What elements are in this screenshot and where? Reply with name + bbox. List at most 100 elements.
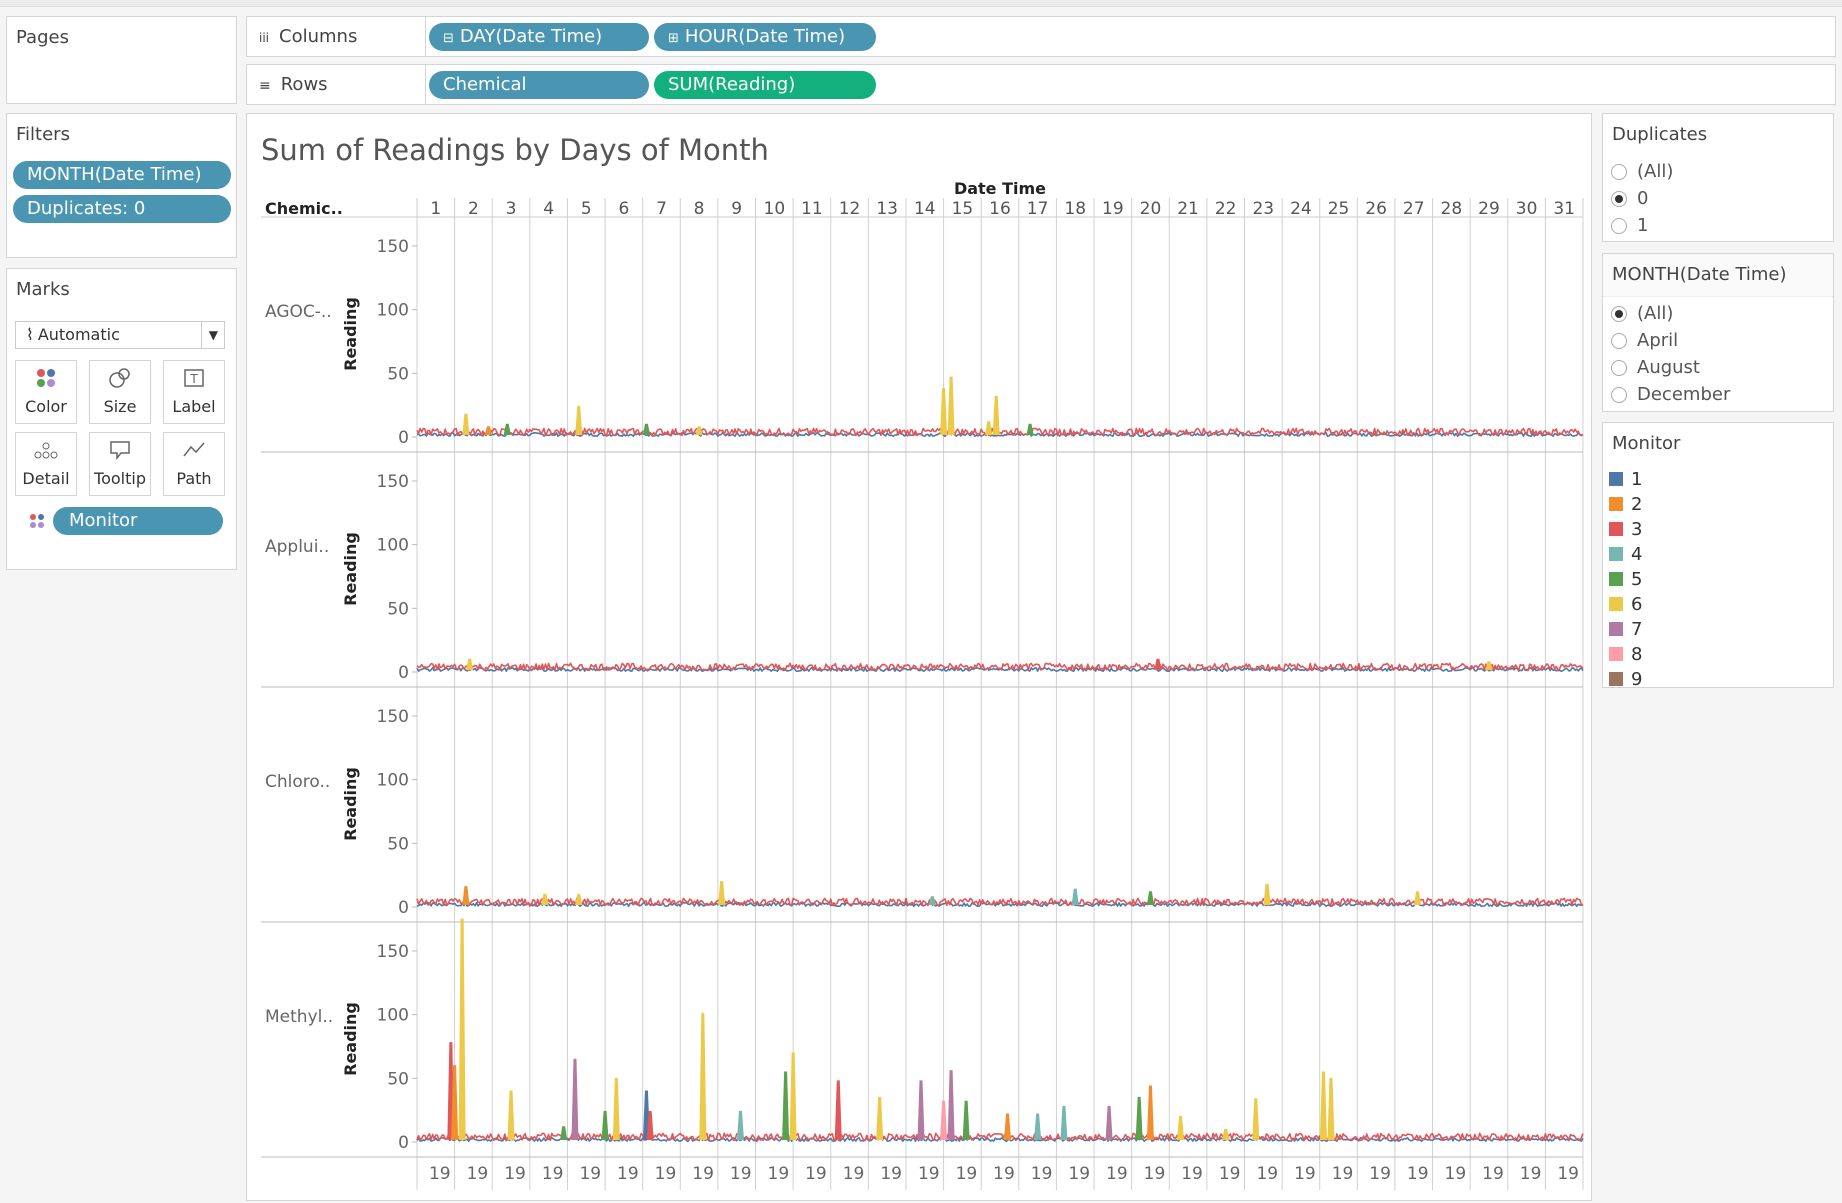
- columns-label: Columns: [279, 26, 358, 47]
- y-axis-title: Reading: [341, 1002, 360, 1076]
- peak-monitor-3: [834, 1080, 842, 1140]
- peak-monitor-6: [940, 388, 948, 435]
- y-tick-label: 150: [377, 707, 409, 727]
- day-header-label: 3: [506, 199, 517, 219]
- month-option-april[interactable]: April: [1611, 330, 1678, 354]
- collapse-icon: ⊟: [443, 31, 454, 46]
- series-line-monitor-3: [416, 1132, 1584, 1142]
- hour-tick-label: 19: [880, 1164, 902, 1184]
- day-header-label: 1: [430, 199, 441, 219]
- y-tick-label: 50: [387, 1069, 409, 1089]
- legend-item[interactable]: 1: [1609, 469, 1642, 493]
- series-line-monitor-1: [416, 901, 1584, 908]
- peak-monitor-5: [642, 423, 651, 435]
- chemical-row-label: Methyl..: [265, 1007, 333, 1027]
- legend-item[interactable]: 7: [1609, 619, 1642, 643]
- columns-shelf[interactable]: iii Columns ⊟ DAY(Date Time) ⊞ HOUR(Date Ti…: [246, 16, 1836, 57]
- legend-item[interactable]: 3: [1609, 519, 1642, 543]
- label-button[interactable]: T Label: [163, 360, 225, 424]
- size-icon: [90, 367, 150, 395]
- y-tick-label: 100: [377, 1006, 409, 1026]
- duplicates-option-0[interactable]: 0: [1611, 188, 1648, 212]
- y-tick-label: 100: [377, 771, 409, 791]
- peak-monitor-6: [1222, 1128, 1230, 1140]
- monitor-legend: Monitor 1 2 3 4 5 6 7 8 9: [1602, 422, 1834, 690]
- day-header-label: 2: [468, 199, 479, 219]
- legend-item[interactable]: 8: [1609, 644, 1642, 668]
- y-axis-title: Reading: [341, 532, 360, 606]
- rows-shelf[interactable]: ≡ Rows Chemical SUM(Reading): [246, 64, 1836, 105]
- y-tick-label: 0: [398, 428, 409, 448]
- legend-swatch: [1609, 597, 1623, 611]
- detail-button[interactable]: Detail: [15, 432, 77, 496]
- legend-swatch: [1609, 647, 1623, 661]
- peak-monitor-5: [782, 1071, 790, 1140]
- duplicates-filter-card: Duplicates (All) 0 1: [1602, 113, 1834, 242]
- y-tick-label: 50: [387, 599, 409, 619]
- peak-monitor-6: [1413, 891, 1422, 905]
- chemical-row-label: Applui..: [265, 537, 329, 557]
- day-header-label: 9: [731, 199, 742, 219]
- hour-tick-label: 19: [1144, 1164, 1166, 1184]
- hour-tick-label: 19: [993, 1164, 1015, 1184]
- peak-monitor-6: [789, 1052, 797, 1140]
- month-option-december[interactable]: December: [1611, 384, 1730, 408]
- hour-tick-label: 19: [617, 1164, 639, 1184]
- filter-pill-duplicates[interactable]: Duplicates: 0: [13, 195, 231, 223]
- monitor-color-icon: [29, 513, 45, 533]
- tooltip-icon: [90, 439, 150, 467]
- legend-item[interactable]: 9: [1609, 669, 1642, 693]
- series-line-monitor-3: [416, 662, 1584, 672]
- pages-shelf[interactable]: Pages: [6, 16, 237, 104]
- filter-pill-month[interactable]: MONTH(Date Time): [13, 161, 231, 189]
- color-button[interactable]: Color: [15, 360, 77, 424]
- chart-svg[interactable]: Sum of Readings by Days of Month Date Tim…: [247, 114, 1591, 1200]
- pill-sum-reading[interactable]: SUM(Reading): [654, 71, 876, 99]
- hour-tick-label: 19: [805, 1164, 827, 1184]
- series-line-monitor-1: [416, 431, 1584, 438]
- mark-type-select[interactable]: ⌇ Automatic ▼: [15, 321, 225, 349]
- color-icon: [16, 367, 76, 395]
- hour-tick-label: 19: [1106, 1164, 1128, 1184]
- hour-tick-label: 19: [1332, 1164, 1354, 1184]
- peak-monitor-2: [451, 1065, 459, 1140]
- legend-item[interactable]: 5: [1609, 569, 1642, 593]
- pill-chemical[interactable]: Chemical: [429, 71, 649, 99]
- size-button[interactable]: Size: [89, 360, 151, 424]
- hour-tick-label: 19: [429, 1164, 451, 1184]
- filters-shelf[interactable]: Filters MONTH(Date Time) Duplicates: 0: [6, 113, 237, 258]
- month-option-all[interactable]: (All): [1611, 303, 1673, 327]
- tooltip-button[interactable]: Tooltip: [89, 432, 151, 496]
- month-option-august[interactable]: August: [1611, 357, 1700, 381]
- legend-item[interactable]: 6: [1609, 594, 1642, 618]
- peak-monitor-7: [571, 1058, 579, 1140]
- hour-tick-label: 19: [843, 1164, 865, 1184]
- pill-hour-date-time[interactable]: ⊞ HOUR(Date Time): [654, 23, 876, 51]
- legend-item[interactable]: 4: [1609, 544, 1642, 568]
- pill-day-date-time[interactable]: ⊟ DAY(Date Time): [429, 23, 649, 51]
- hour-tick-label: 19: [1520, 1164, 1542, 1184]
- day-header-label: 16: [989, 199, 1011, 219]
- y-tick-label: 100: [377, 536, 409, 556]
- peak-monitor-6: [985, 421, 993, 435]
- radio-icon: [1611, 333, 1627, 349]
- day-header-label: 15: [952, 199, 974, 219]
- legend-item[interactable]: 2: [1609, 494, 1642, 518]
- day-header-label: 12: [839, 199, 861, 219]
- rows-shelf-header: ≡ Rows: [247, 65, 426, 104]
- month-filter-card: MONTH(Date Time) (All) April August Dece…: [1602, 253, 1834, 412]
- day-header-label: 13: [876, 199, 898, 219]
- y-tick-label: 0: [398, 898, 409, 918]
- radio-selected-icon: [1611, 191, 1627, 207]
- legend-label: 6: [1631, 594, 1643, 615]
- day-header-label: 21: [1177, 199, 1199, 219]
- monitor-pill[interactable]: Monitor: [53, 507, 223, 535]
- duplicates-option-all[interactable]: (All): [1611, 161, 1673, 185]
- duplicates-option-1[interactable]: 1: [1611, 215, 1648, 239]
- day-header-label: 27: [1403, 199, 1425, 219]
- peak-monitor-6: [992, 395, 1000, 435]
- hour-tick-label: 19: [956, 1164, 978, 1184]
- path-button[interactable]: Path: [163, 432, 225, 496]
- legend-swatch: [1609, 547, 1623, 561]
- day-header-label: 23: [1252, 199, 1274, 219]
